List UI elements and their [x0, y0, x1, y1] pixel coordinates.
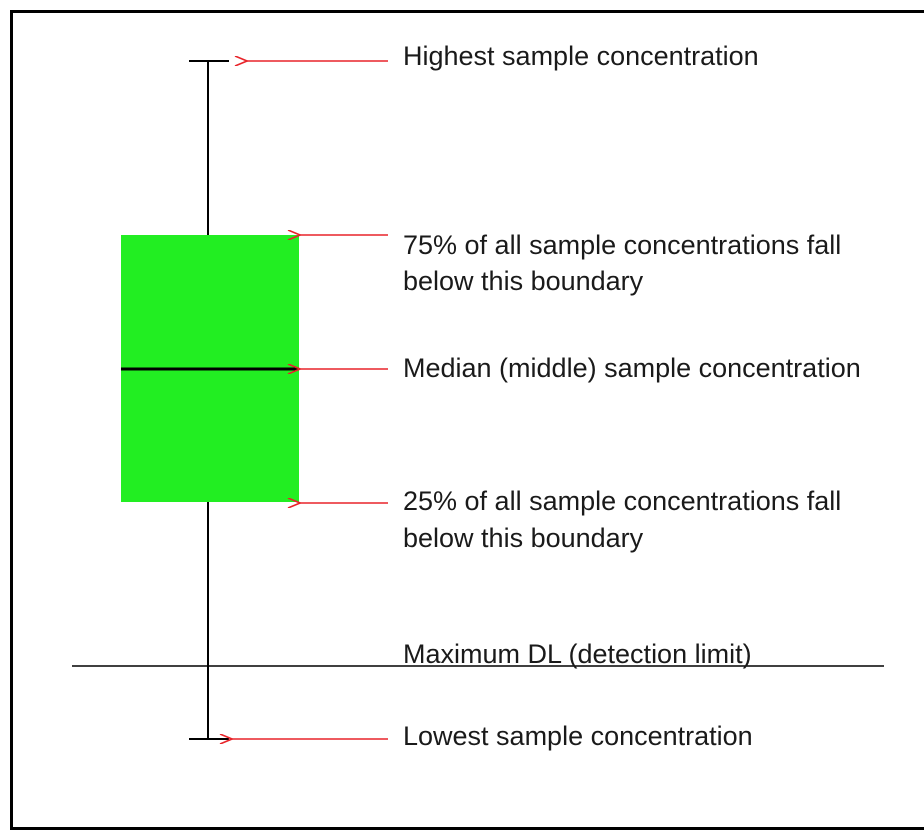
label-q1-line1: 25% of all sample concentrations fall	[403, 486, 842, 516]
label-lowest: Lowest sample concentration	[403, 721, 753, 751]
label-q3-line1: 75% of all sample concentrations fall	[403, 230, 842, 260]
label-q1-line2: below this boundary	[403, 523, 644, 553]
label-max-dl: Maximum DL (detection limit)	[403, 639, 752, 669]
box-plot-diagram	[72, 0, 884, 807]
label-highest: Highest sample concentration	[403, 41, 759, 71]
label-q3-line2: below this boundary	[403, 266, 644, 296]
label-median: Median (middle) sample concentration	[403, 353, 861, 383]
